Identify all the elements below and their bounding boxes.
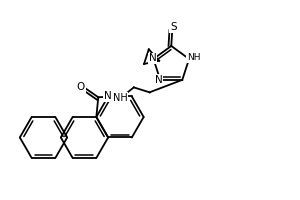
Text: NH: NH <box>187 53 200 62</box>
Text: N: N <box>155 75 163 85</box>
Text: O: O <box>76 82 85 92</box>
Text: N: N <box>104 91 112 101</box>
Text: S: S <box>170 22 177 32</box>
Text: N: N <box>148 53 156 63</box>
Text: NH: NH <box>112 93 128 103</box>
